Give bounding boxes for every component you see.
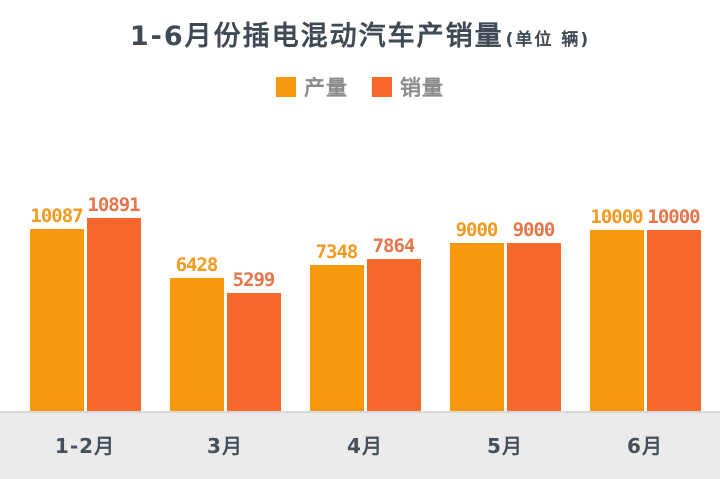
bar-group-5月: 9000 9000 <box>449 219 561 411</box>
bar-rect <box>169 278 224 411</box>
sales-legend-swatch <box>372 77 392 97</box>
bar-rect <box>366 259 421 411</box>
sales-bar-5月: 9000 <box>506 219 561 411</box>
bar-rect <box>646 230 701 411</box>
x-axis-label-3月: 3月 <box>207 434 243 458</box>
bar-value-label: 7348 <box>315 241 359 263</box>
bar-group-1-2月: 10087 10891 <box>29 194 141 411</box>
bar-value-label: 10000 <box>647 206 700 228</box>
production-legend-swatch <box>276 77 296 97</box>
legend-item-production: 产量 <box>276 72 348 102</box>
bar-rect <box>29 229 84 411</box>
x-axis-label-1-2月: 1-2月 <box>54 434 116 458</box>
production-bar-4月: 7348 <box>309 241 364 411</box>
legend-item-sales: 销量 <box>372 72 444 102</box>
bar-group-6月: 10000 10000 <box>589 206 701 411</box>
bar-rect <box>449 243 504 411</box>
bar-value-label: 5299 <box>232 269 276 291</box>
bar-value-label: 9000 <box>512 219 556 241</box>
production-legend-label: 产量 <box>304 76 348 100</box>
x-axis-label-6月: 6月 <box>627 434 663 458</box>
chart-title: 1-6月份插电混动汽车产销量 (单位 辆) <box>0 14 720 53</box>
bar-rect <box>86 218 141 411</box>
bar-group-3月: 6428 5299 <box>169 254 281 411</box>
bar-value-label: 10891 <box>87 194 140 216</box>
x-axis-label-5月: 5月 <box>487 434 523 458</box>
bar-value-label: 10087 <box>30 205 83 227</box>
bar-value-label: 10000 <box>590 206 643 228</box>
sales-bar-4月: 7864 <box>366 235 421 411</box>
chart-legend: 产量 销量 <box>0 72 720 102</box>
bar-rect <box>309 265 364 411</box>
chart-title-text: 1-6月份插电混动汽车产销量 <box>129 21 504 52</box>
bar-rect <box>506 243 561 411</box>
production-bar-1-2月: 10087 <box>29 205 84 411</box>
production-bar-5月: 9000 <box>449 219 504 411</box>
chart-title-unit: (单位 辆) <box>505 30 591 50</box>
production-bar-6月: 10000 <box>589 206 644 411</box>
x-axis-label-4月: 4月 <box>347 434 383 458</box>
sales-bar-1-2月: 10891 <box>86 194 141 411</box>
bar-value-label: 9000 <box>455 219 499 241</box>
bar-group-4月: 7348 7864 <box>309 235 421 411</box>
plot-area: 10087 10891 6428 5299 7348 7864 9000 9000 10000 1… <box>29 194 701 411</box>
sales-bar-3月: 5299 <box>226 269 281 411</box>
bar-rect <box>589 230 644 411</box>
sales-bar-6月: 10000 <box>646 206 701 411</box>
production-bar-3月: 6428 <box>169 254 224 411</box>
bar-value-label: 6428 <box>175 254 219 276</box>
sales-legend-label: 销量 <box>400 76 444 100</box>
bar-value-label: 7864 <box>372 235 416 257</box>
bar-rect <box>226 293 281 411</box>
x-axis-strip: 1-2月 3月 4月 5月 6月 <box>0 411 720 479</box>
